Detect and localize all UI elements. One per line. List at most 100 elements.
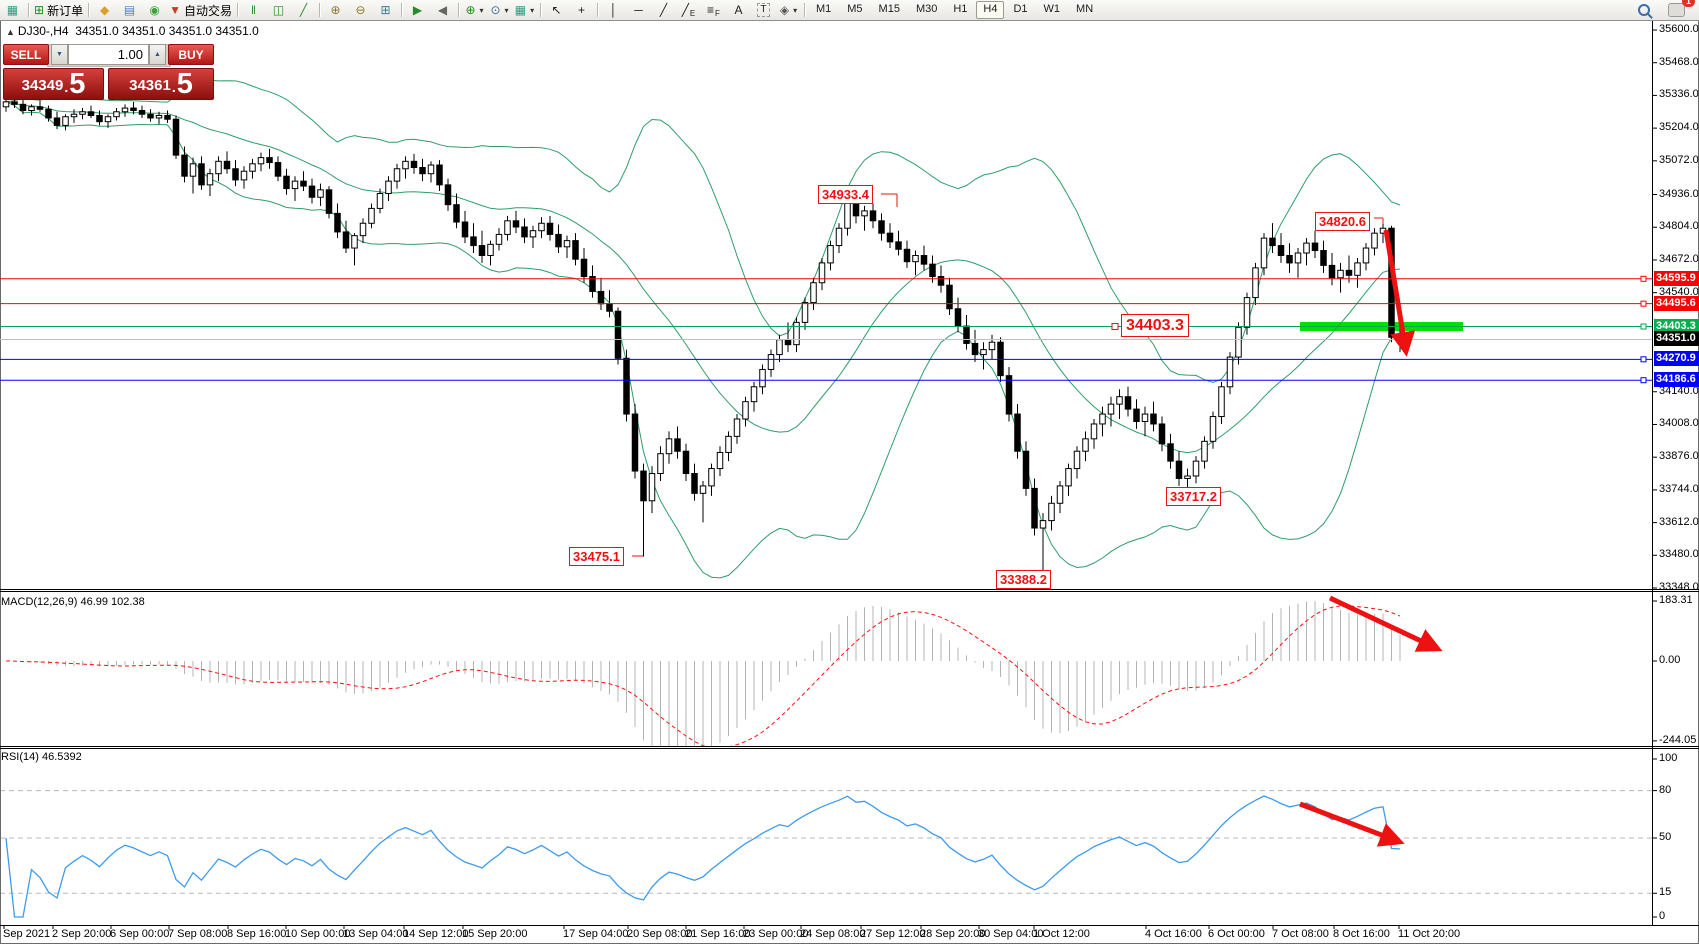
fibonacci-button[interactable]: ≡ F	[701, 1, 726, 19]
chart-shift-icon: ◀	[437, 3, 448, 17]
text-label-button[interactable]: T	[751, 1, 776, 19]
periods-dropdown[interactable]: ⊙ ▾	[487, 1, 512, 19]
chart-window-icon[interactable]: ▦	[0, 1, 25, 19]
buy-price-pips: 5	[176, 68, 193, 100]
price-line-label: 34403.3	[1654, 318, 1699, 334]
time-axis-label: 7 Sep 08:00	[168, 928, 228, 940]
dropdown-arrow-icon: ▾	[530, 5, 535, 15]
timeframe-m30-button[interactable]: M30	[915, 3, 938, 15]
new-order-icon: ⊞	[34, 3, 45, 17]
auto-trading-icon: ▼	[169, 3, 181, 17]
volume-input[interactable]: 1.00	[68, 44, 149, 65]
time-axis-label: 14 Sep 12:00	[403, 928, 469, 940]
dropdown-arrow-icon: ▾	[504, 5, 509, 15]
sound-button[interactable]: ◉	[142, 1, 167, 19]
sell-button[interactable]: SELL	[3, 44, 49, 65]
search-button[interactable]	[1631, 1, 1656, 19]
zoom-in-icon: ⊕	[330, 3, 341, 17]
toolbar-separator	[88, 3, 90, 17]
toolbar-separator	[28, 3, 29, 17]
price-callout: 33388.2	[996, 570, 1051, 589]
time-axis-label: 20 Sep 08:00	[627, 928, 693, 940]
zoom-out-button[interactable]: ⊖	[348, 1, 373, 19]
auto-scroll-icon: ▶	[412, 3, 423, 17]
one-click-trading-panel: SELL ▼ 1.00 ▲ BUY 34349 . 5 34361 . 5	[3, 41, 214, 100]
time-axis-label: Sep 2021	[3, 928, 51, 940]
auto-trading-button[interactable]: ▼ 自动交易	[167, 1, 234, 19]
timeframe-m1-button[interactable]: M1	[815, 3, 832, 15]
sell-price-display[interactable]: 34349 . 5	[3, 68, 104, 100]
text-button[interactable]: A	[726, 1, 751, 19]
chart-title-icon: ▲	[6, 27, 15, 37]
channel-button[interactable]: ╱ E	[676, 1, 701, 19]
time-axis-label: 13 Sep 04:00	[343, 928, 409, 940]
volume-decrease-button[interactable]: ▼	[51, 44, 68, 65]
price-tick-label: 34936.0	[1659, 187, 1699, 200]
eraser-button[interactable]: ◆	[92, 1, 117, 19]
eraser-icon: ◆	[99, 3, 110, 17]
fibonacci-icon: ≡	[707, 3, 715, 17]
vertical-line-button[interactable]: │	[601, 1, 626, 19]
price-tick-label: 33348.0	[1659, 581, 1699, 593]
tile-windows-icon: ⊞	[380, 3, 391, 17]
notification-badge: 1	[1682, 0, 1695, 7]
crosshair-button[interactable]: +	[569, 1, 594, 19]
time-axis-label: 28 Sep 20:00	[920, 928, 986, 940]
candlestick-chart-button[interactable]: ◫	[266, 1, 291, 19]
price-tick-label: 33744.0	[1659, 482, 1699, 495]
indicators-dropdown[interactable]: ⊕ ▾	[462, 1, 487, 19]
trendline-button[interactable]: ╱	[651, 1, 676, 19]
buy-price-display[interactable]: 34361 . 5	[108, 68, 214, 100]
chart-symbol-period: DJ30-,H4	[17, 24, 69, 38]
sell-price-dot: .	[64, 79, 69, 95]
shapes-icon: ◈	[779, 3, 790, 17]
timeframe-m15-button[interactable]: M15	[878, 3, 900, 15]
templates-dropdown[interactable]: ▦ ▾	[512, 1, 537, 19]
auto-scroll-button[interactable]: ▶	[405, 1, 430, 19]
line-chart-button[interactable]: ╱	[291, 1, 316, 19]
notifications-button[interactable]: 1	[1664, 0, 1695, 19]
toolbar-buttons: ▦ ⊞ 新订单 ◆ ▤ ◉ ▼ 自动交易 ‖ ◫ ╱ ⊕ ⊖ ⊞ ▶ ◀ ⊕ ▾ ⊙ ▾ ▦ ▾ ↖ + │ ─ ╱ ╱ E ≡ F A T ◈ ▾	[0, 0, 808, 20]
indicators-icon: ⊕	[465, 3, 476, 17]
cursor-button[interactable]: ↖	[544, 1, 569, 19]
chart-title: ▲ DJ30-,H4 34351.0 34351.0 34351.0 34351.…	[6, 24, 259, 38]
bar-chart-button[interactable]: ‖	[241, 1, 266, 19]
timeframe-mn-button[interactable]: MN	[1076, 3, 1094, 15]
tile-windows-button[interactable]: ⊞	[373, 1, 398, 19]
toolbar: ▦ ⊞ 新订单 ◆ ▤ ◉ ▼ 自动交易 ‖ ◫ ╱ ⊕ ⊖ ⊞ ▶ ◀ ⊕ ▾ ⊙ ▾ ▦ ▾ ↖ + │ ─ ╱ ╱ E ≡ F A T ◈ ▾…	[0, 0, 1699, 21]
toolbar-separator	[400, 3, 402, 17]
time-axis-label: 10 Sep 00:00	[285, 928, 351, 940]
market-watch-button[interactable]: ▤	[117, 1, 142, 19]
time-axis-label: 17 Sep 04:00	[563, 928, 629, 940]
toolbar-separator	[236, 3, 238, 17]
rsi-scale-label: 50	[1659, 831, 1672, 843]
horizontal-line-button[interactable]: ─	[626, 1, 651, 19]
time-axis-label: 8 Sep 16:00	[227, 928, 287, 940]
timeframe-toolbar: M1 M5 M15 M30 H1 H4 D1 W1 MN	[808, 0, 1101, 20]
buy-button[interactable]: BUY	[168, 44, 214, 65]
vertical-line-icon: │	[609, 3, 618, 17]
timeframe-h4-button[interactable]: H4	[976, 1, 1005, 19]
shapes-dropdown[interactable]: ◈ ▾	[776, 1, 801, 19]
text-label-icon: T	[757, 3, 770, 17]
price-tick-label: 33876.0	[1659, 450, 1699, 463]
zoom-in-button[interactable]: ⊕	[323, 1, 348, 19]
candlestick-chart-icon: ◫	[272, 3, 285, 17]
macd-scale-label: 183.31	[1659, 594, 1693, 606]
new-order-button[interactable]: ⊞ 新订单	[32, 1, 85, 19]
time-axis-label: 6 Oct 00:00	[1208, 928, 1265, 940]
bar-chart-icon: ‖	[251, 3, 256, 17]
chart-shift-button[interactable]: ◀	[430, 1, 455, 19]
price-line-label: 34186.6	[1654, 372, 1699, 388]
text-icon: A	[734, 3, 743, 17]
timeframe-m5-button[interactable]: M5	[847, 3, 863, 15]
timeframe-h1-button[interactable]: H1	[953, 3, 968, 15]
price-line-label: 34351.0	[1654, 331, 1699, 347]
volume-increase-button[interactable]: ▲	[149, 44, 166, 65]
timeframe-w1-button[interactable]: W1	[1043, 3, 1061, 15]
price-tick-label: 35468.0	[1659, 55, 1699, 68]
sell-price-main: 34349	[21, 77, 64, 94]
timeframe-d1-button[interactable]: D1	[1013, 3, 1028, 15]
